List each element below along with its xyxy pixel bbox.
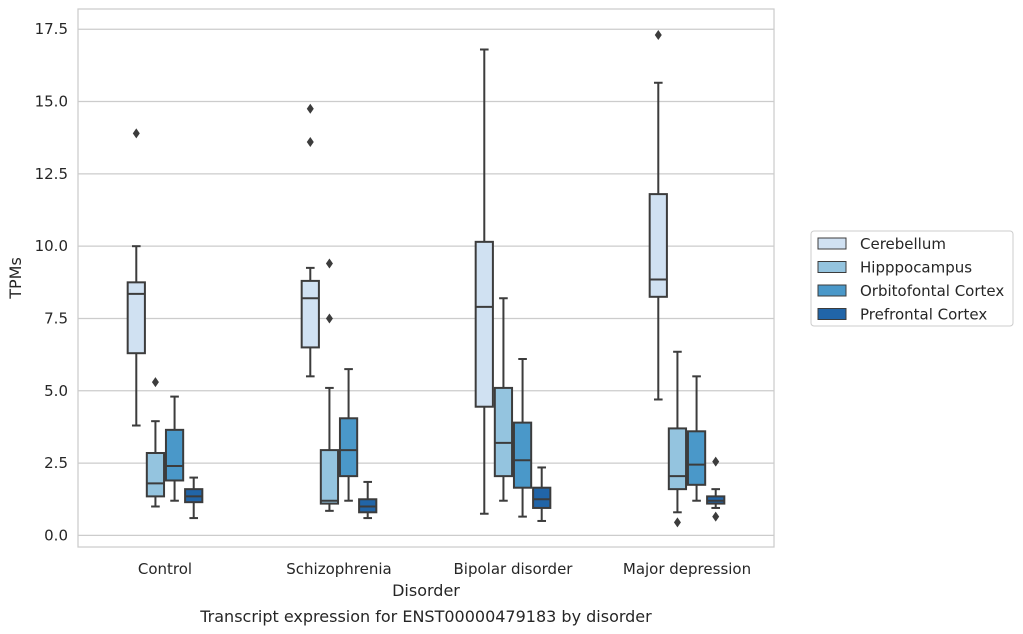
- legend-swatch: [817, 237, 847, 250]
- outlier-point: [654, 30, 662, 41]
- legend-label: Prefrontal Cortex: [860, 306, 987, 324]
- outlier-point: [712, 511, 720, 522]
- iqr-box: [686, 430, 707, 486]
- iqr-box: [493, 386, 514, 478]
- x-tick-label: Schizophrenia: [286, 560, 391, 578]
- iqr-box: [512, 421, 533, 489]
- iqr-box: [474, 240, 494, 408]
- legend-label: Orbitofontal Cortex: [860, 282, 1004, 300]
- y-tick-label: 15.0: [35, 93, 68, 111]
- legend-frame: [810, 230, 1014, 327]
- figure-caption: Transcript expression for ENST0000047918…: [199, 607, 652, 626]
- box-0-2: [164, 395, 185, 502]
- box-0-1: [145, 377, 166, 508]
- y-tick-label: 10.0: [35, 237, 68, 255]
- iqr-box: [338, 417, 359, 478]
- box-1-2: [338, 368, 359, 502]
- x-tick-labels: Control Schizophrenia Bipolar disorder Majo…: [138, 560, 751, 578]
- y-tick-labels: 0.0 2.5 5.0 7.5 10.0 12.5 15.0 17.5: [35, 20, 68, 544]
- y-tick-label: 2.5: [44, 454, 68, 472]
- x-tick-label: Control: [138, 560, 192, 578]
- iqr-box: [319, 449, 340, 505]
- y-tick-label: 5.0: [44, 382, 68, 400]
- legend-label: Cerebellum: [860, 235, 946, 253]
- box-1-1: [319, 258, 340, 512]
- legend-swatch: [817, 284, 847, 297]
- iqr-box: [164, 428, 185, 482]
- outlier-point: [712, 456, 720, 467]
- y-tick-label: 7.5: [44, 309, 68, 327]
- box-2-1: [493, 297, 514, 502]
- box-0-0: [126, 128, 146, 427]
- legend-label: Hipppocampus: [860, 259, 972, 277]
- gridlines: [78, 28, 774, 537]
- box-1-3: [358, 480, 378, 520]
- x-axis-label: Disorder: [392, 581, 460, 600]
- y-tick-label: 12.5: [35, 165, 68, 183]
- y-tick-label: 17.5: [35, 20, 68, 38]
- outlier-point: [151, 377, 159, 388]
- box-3-0: [648, 30, 668, 401]
- iqr-box: [126, 281, 146, 355]
- legend: Cerebellum Hipppocampus Orbitofontal Corte…: [810, 230, 1014, 327]
- box-3-3: [706, 456, 726, 522]
- iqr-box: [532, 486, 552, 509]
- plot-area-frame: [77, 8, 775, 548]
- box-2-0: [474, 48, 494, 515]
- legend-swatch: [817, 308, 847, 320]
- outlier-point: [132, 128, 140, 139]
- x-tick-label: Major depression: [623, 560, 751, 578]
- outlier-point: [306, 103, 314, 114]
- iqr-box: [667, 427, 688, 491]
- iqr-box: [300, 279, 320, 349]
- outlier-point: [673, 517, 681, 528]
- boxes: [126, 30, 726, 528]
- iqr-box: [145, 451, 166, 498]
- box-0-3: [184, 476, 204, 520]
- y-axis-label: TPMs: [6, 257, 25, 300]
- box-3-2: [686, 375, 707, 502]
- y-tick-label: 0.0: [44, 526, 68, 544]
- box-2-3: [532, 466, 552, 522]
- box-2-2: [512, 357, 533, 518]
- box-3-1: [667, 350, 688, 528]
- x-tick-label: Bipolar disorder: [454, 560, 574, 578]
- outlier-point: [306, 137, 314, 148]
- outlier-point: [325, 258, 333, 269]
- legend-swatch: [817, 261, 847, 273]
- box-1-0: [300, 103, 320, 378]
- iqr-box: [648, 193, 668, 298]
- outlier-point: [325, 313, 333, 324]
